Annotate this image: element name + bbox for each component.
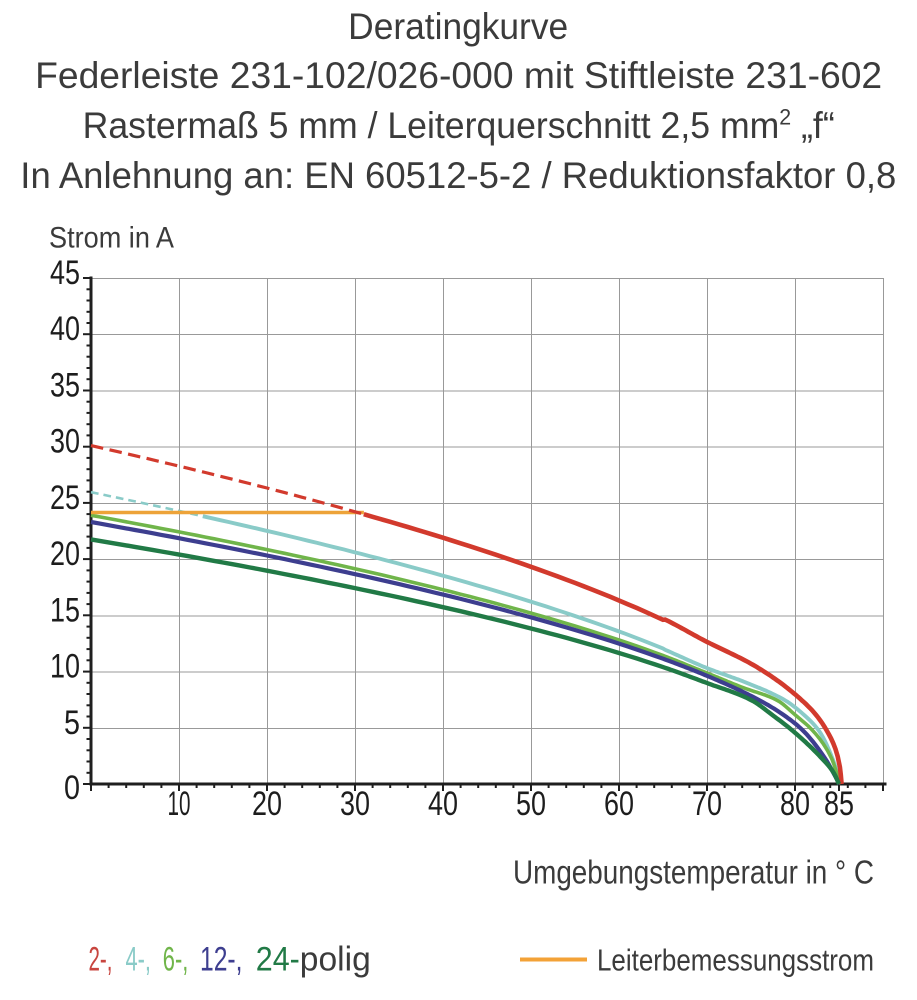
svg-text:5: 5 <box>64 704 80 742</box>
svg-text:30: 30 <box>50 423 80 461</box>
svg-text:70: 70 <box>692 785 722 823</box>
svg-text:45: 45 <box>50 254 80 292</box>
svg-text:24-: 24- <box>256 941 300 979</box>
svg-text:30: 30 <box>340 785 370 823</box>
svg-text:35: 35 <box>50 367 80 405</box>
svg-text:0: 0 <box>64 769 80 807</box>
svg-text:20: 20 <box>252 785 282 823</box>
svg-text:12-,: 12-, <box>200 941 243 979</box>
svg-text:10: 10 <box>168 785 191 823</box>
svg-text:2-,: 2-, <box>89 941 113 979</box>
svg-text:80: 80 <box>780 785 810 823</box>
svg-text:15: 15 <box>50 591 80 629</box>
svg-text:85: 85 <box>824 785 854 823</box>
svg-text:Strom in A: Strom in A <box>49 222 174 255</box>
svg-text:Leiterbemessungsstrom: Leiterbemessungsstrom <box>597 942 874 977</box>
svg-text:60: 60 <box>604 785 634 823</box>
svg-text:40: 40 <box>50 310 80 348</box>
svg-text:40: 40 <box>428 785 458 823</box>
svg-text:10: 10 <box>50 648 80 686</box>
svg-text:20: 20 <box>50 535 80 573</box>
svg-text:6-,: 6-, <box>163 941 189 979</box>
svg-text:Umgebungstemperatur in ° C: Umgebungstemperatur in ° C <box>513 854 874 891</box>
svg-text:4-,: 4-, <box>126 941 152 979</box>
svg-text:25: 25 <box>50 479 80 517</box>
svg-text:polig: polig <box>300 941 371 979</box>
svg-text:50: 50 <box>516 785 546 823</box>
